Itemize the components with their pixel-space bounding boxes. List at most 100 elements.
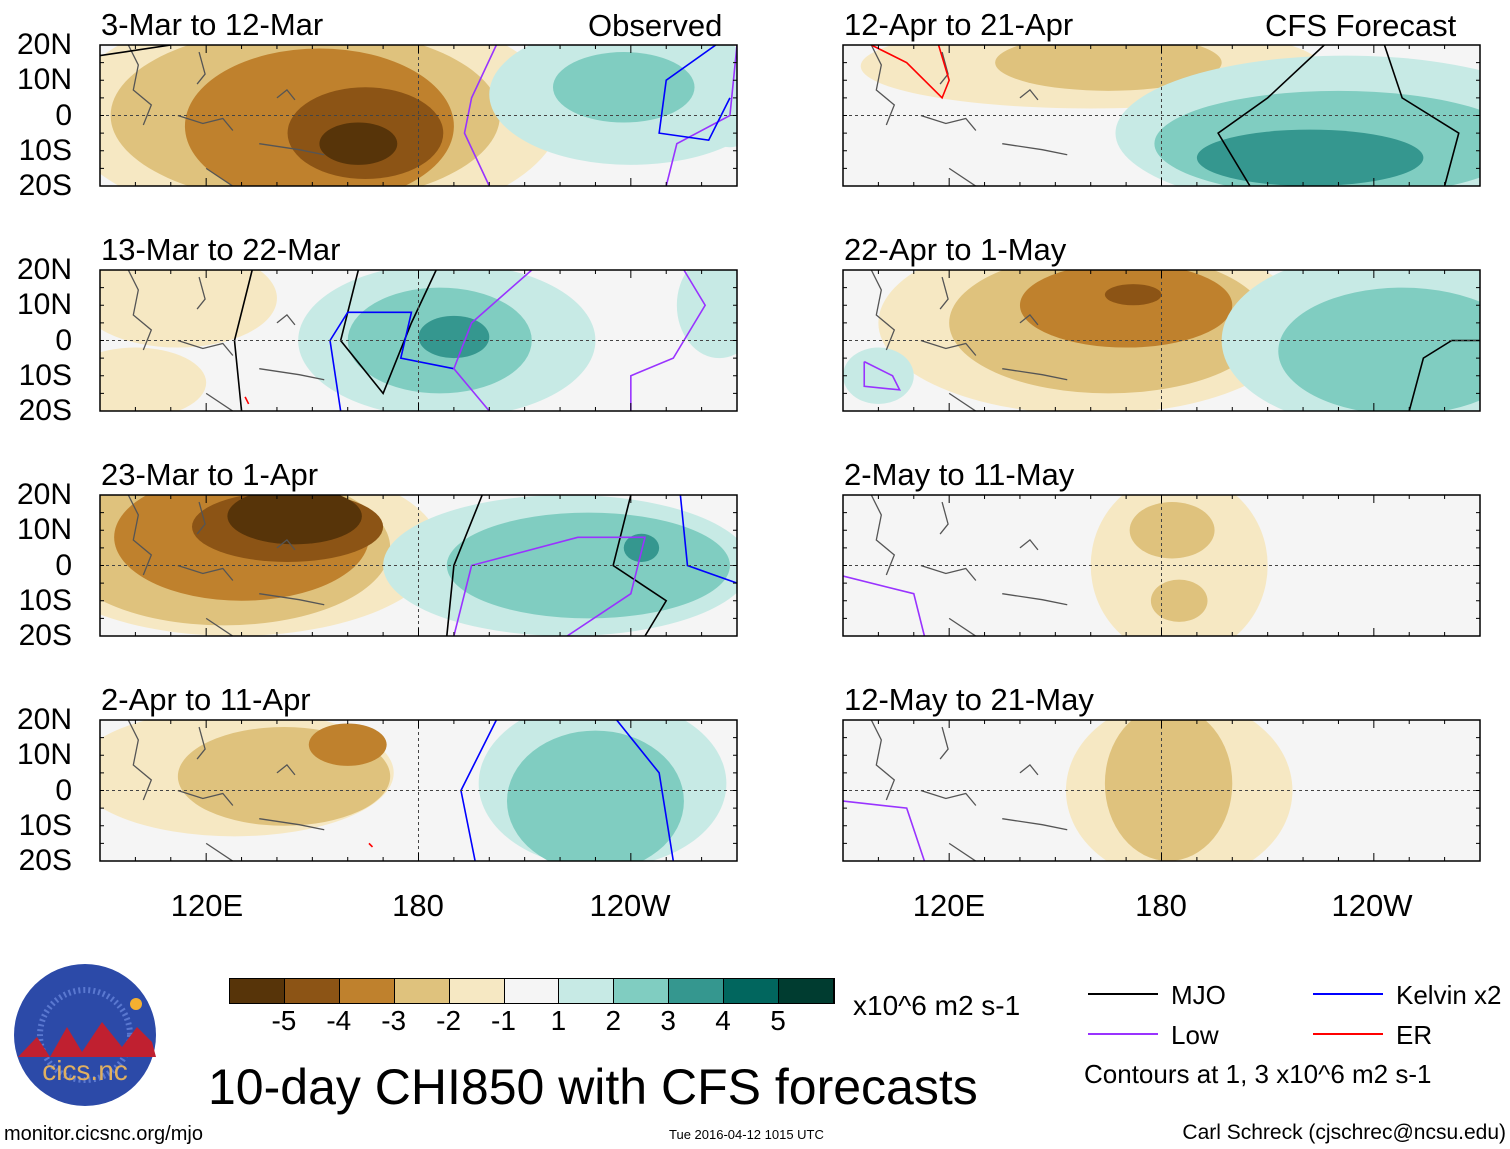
anomaly-region bbox=[623, 533, 660, 562]
map-panel bbox=[99, 269, 738, 412]
anomaly-region bbox=[676, 270, 737, 359]
colorbar-tick-label: 4 bbox=[715, 1005, 731, 1036]
anomaly-region bbox=[1129, 502, 1215, 559]
mjo-contour bbox=[1383, 45, 1460, 186]
lat-label: 10N bbox=[16, 738, 72, 772]
colorbar-units: x10^6 m2 s-1 bbox=[853, 990, 1021, 1021]
anomaly-region bbox=[100, 270, 277, 348]
anomaly-region bbox=[418, 315, 490, 359]
lat-label: 20S bbox=[18, 394, 72, 427]
anomaly-region bbox=[1104, 720, 1233, 861]
lat-label: 10N bbox=[16, 63, 72, 97]
anomaly-region bbox=[843, 347, 914, 404]
legend-label: Kelvin x2 bbox=[1396, 980, 1502, 1010]
panel-title: 12-May to 21-May bbox=[844, 682, 1094, 717]
colorbar bbox=[229, 978, 835, 1004]
anomaly-region bbox=[319, 122, 398, 165]
timestamp: Tue 2016-04-12 1015 UTC bbox=[669, 1127, 824, 1142]
map-panel bbox=[99, 44, 738, 187]
colorbar-swatch bbox=[724, 979, 780, 1003]
colorbar-swatch bbox=[339, 979, 395, 1003]
mjo-contour bbox=[339, 270, 437, 395]
lat-label: 0 bbox=[55, 548, 72, 582]
lat-label: 20N bbox=[16, 703, 72, 736]
colorbar-tick-label: 1 bbox=[550, 1005, 567, 1036]
colorbar-tick-label: 5 bbox=[770, 1005, 786, 1036]
lon-label: 120W bbox=[1331, 888, 1413, 923]
er-legend-line bbox=[1313, 1033, 1383, 1035]
lat-label: 10N bbox=[16, 288, 72, 322]
colorbar-swatch bbox=[284, 979, 340, 1003]
anomaly-region bbox=[552, 52, 695, 123]
anomaly-region bbox=[1019, 270, 1233, 348]
lat-label: 10S bbox=[18, 808, 72, 842]
anomaly-region bbox=[100, 347, 207, 411]
colorbar-swatch bbox=[559, 979, 615, 1003]
colorbar-swatch bbox=[230, 979, 285, 1003]
coastline bbox=[127, 495, 325, 636]
colorbar-tick-label: -5 bbox=[271, 1005, 297, 1036]
source-url[interactable]: monitor.cicsnc.org/mjo bbox=[4, 1123, 203, 1145]
colorbar-swatch bbox=[669, 979, 725, 1003]
author-credit: Carl Schreck (cjschrec@ncsu.edu) bbox=[1182, 1121, 1506, 1144]
lat-label: 20S bbox=[18, 844, 72, 877]
panel-title: 3-Mar to 12-Mar bbox=[101, 7, 324, 42]
kelvin-contour bbox=[616, 720, 675, 861]
low-legend-line bbox=[1088, 1033, 1158, 1035]
colorbar-tick-label: 3 bbox=[660, 1005, 676, 1036]
anomaly-region bbox=[995, 45, 1222, 91]
lat-label: 10S bbox=[18, 583, 72, 617]
lat-label: 20S bbox=[18, 619, 72, 652]
lat-label: 0 bbox=[55, 98, 72, 132]
contour-note: Contours at 1, 3 x10^6 m2 s-1 bbox=[1084, 1059, 1432, 1089]
low-contour bbox=[630, 270, 707, 411]
lon-label: 180 bbox=[1135, 888, 1187, 923]
coastline bbox=[870, 270, 1068, 411]
map-panel bbox=[99, 494, 738, 637]
coastline bbox=[127, 720, 325, 861]
colorbar-swatch bbox=[504, 979, 560, 1003]
coastline bbox=[870, 720, 1068, 861]
map-panel bbox=[99, 719, 738, 862]
low-contour bbox=[452, 270, 533, 411]
low-contour bbox=[453, 536, 647, 636]
colorbar-tick-label: -4 bbox=[326, 1005, 352, 1036]
colorbar-swatch bbox=[614, 979, 670, 1003]
map-panel bbox=[842, 44, 1481, 187]
lat-label: 20N bbox=[16, 28, 72, 61]
mjo-legend-line bbox=[1088, 993, 1158, 995]
panel-title: 22-Apr to 1-May bbox=[844, 232, 1067, 267]
mjo-contour bbox=[1408, 339, 1480, 411]
cicsnc-logo: cics.nc bbox=[14, 964, 156, 1106]
mjo-contour bbox=[1217, 45, 1325, 186]
lat-label: 10S bbox=[18, 133, 72, 167]
low-contour bbox=[863, 360, 901, 391]
colorbar-tick-label: -1 bbox=[491, 1005, 516, 1036]
anomaly-region bbox=[227, 495, 362, 545]
mjo-contour bbox=[100, 45, 171, 57]
colorbar-swatch bbox=[779, 979, 834, 1003]
legend-label: ER bbox=[1396, 1020, 1433, 1050]
colorbar-tick-label: 2 bbox=[605, 1005, 622, 1036]
legend-label: Low bbox=[1171, 1020, 1219, 1050]
low-contour bbox=[843, 575, 926, 636]
lat-label: 0 bbox=[55, 323, 72, 357]
anomaly-region bbox=[506, 730, 684, 861]
observed-label: Observed bbox=[588, 8, 723, 43]
low-contour bbox=[843, 800, 926, 861]
anomaly-region bbox=[1150, 579, 1208, 622]
panel-title: 2-Apr to 11-Apr bbox=[101, 682, 311, 717]
map-panel bbox=[842, 719, 1481, 862]
lon-label: 120E bbox=[170, 888, 244, 923]
mjo-contour bbox=[612, 495, 668, 636]
lat-label: 20N bbox=[16, 478, 72, 511]
coastline bbox=[127, 45, 325, 186]
mjo-contour bbox=[446, 495, 483, 636]
legend-label: MJO bbox=[1171, 980, 1226, 1010]
logo-text: cics.nc bbox=[42, 1055, 128, 1086]
lon-label: 120W bbox=[589, 888, 671, 923]
er-contour bbox=[870, 45, 951, 100]
anomaly-region bbox=[308, 723, 387, 766]
kelvin-legend-line bbox=[1313, 993, 1383, 995]
